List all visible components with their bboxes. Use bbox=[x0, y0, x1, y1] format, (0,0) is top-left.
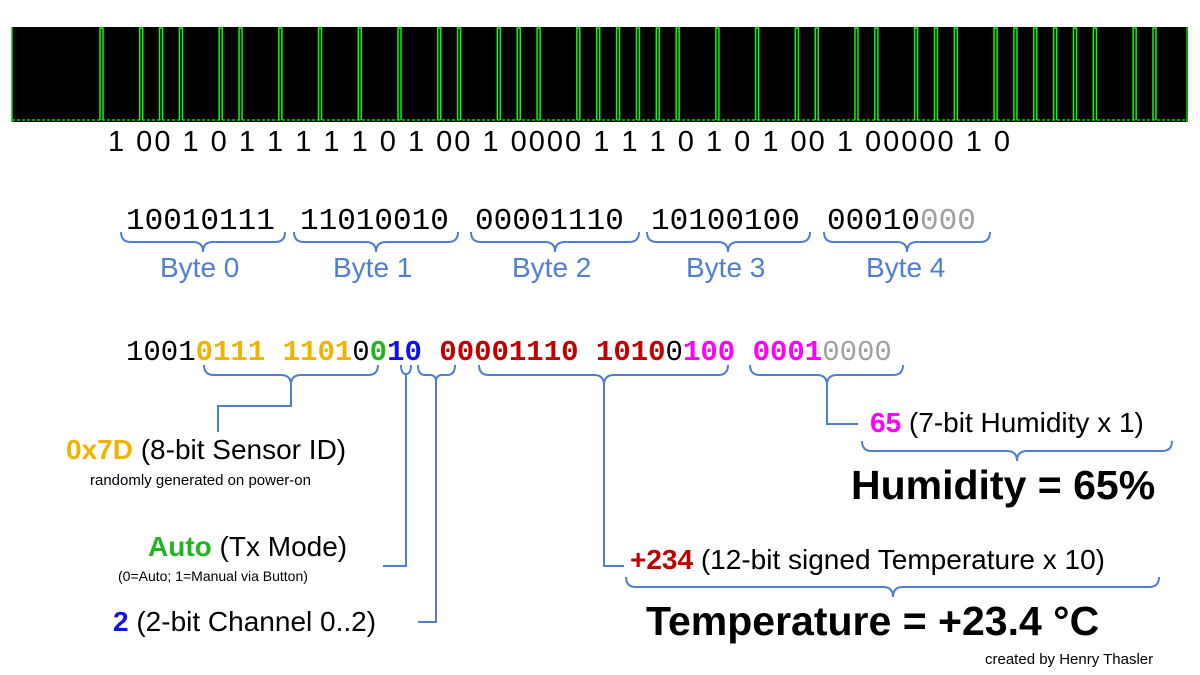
byte-4-label: Byte 4 bbox=[866, 252, 946, 283]
signal-pulse bbox=[1013, 27, 1018, 120]
temperature-desc: (12-bit signed Temperature x 10) bbox=[693, 544, 1105, 575]
bracket-lines bbox=[120, 231, 1173, 623]
signal-pulse bbox=[437, 27, 442, 120]
signal-pulse bbox=[874, 27, 879, 120]
temperature-label: +234 (12-bit signed Temperature x 10) bbox=[630, 544, 1105, 576]
humidity-connector bbox=[826, 385, 858, 425]
signal-pulse bbox=[397, 27, 402, 120]
signal-pulse bbox=[675, 27, 680, 120]
byte-4-bits-main: 00010 bbox=[827, 204, 921, 239]
sensor-id-label: 0x7D (8-bit Sensor ID) bbox=[66, 434, 346, 466]
byte-2-bits: 00001110 bbox=[475, 204, 624, 239]
tx-mode-value: Auto bbox=[148, 531, 212, 562]
tx-mode-note: (0=Auto; 1=Manual via Button) bbox=[118, 568, 308, 584]
byte-0-label: Byte 0 bbox=[160, 252, 240, 283]
sensor-id-note: randomly generated on power-on bbox=[90, 472, 311, 489]
signal-pulse bbox=[278, 27, 283, 120]
decoded-segment: 0000 bbox=[822, 336, 892, 369]
channel-value: 2 bbox=[113, 606, 129, 637]
humidity-result: Humidity = 65% bbox=[851, 462, 1156, 508]
signal-pulse bbox=[953, 27, 959, 120]
decoded-segment: 0 bbox=[665, 336, 683, 369]
signal-pulse bbox=[238, 27, 243, 120]
signal-pulse bbox=[1072, 27, 1078, 120]
tx-mode-label: Auto (Tx Mode) bbox=[148, 531, 347, 563]
sensor-id-value: 0x7D bbox=[66, 434, 133, 465]
decoded-segment bbox=[422, 336, 439, 369]
byte-0-bits: 10010111 bbox=[126, 204, 275, 239]
channel-label: 2 (2-bit Channel 0..2) bbox=[113, 606, 376, 638]
temperature-value: +234 bbox=[630, 544, 694, 575]
signal-pulses bbox=[99, 27, 1157, 120]
signal-pulse bbox=[1052, 27, 1058, 120]
tx-mode-desc: (Tx Mode) bbox=[211, 531, 348, 562]
byte-1-label: Byte 1 bbox=[333, 252, 413, 283]
decoded-segment: 1001 bbox=[126, 336, 196, 369]
signal-pulse bbox=[933, 27, 939, 120]
humidity-desc: (7-bit Humidity x 1) bbox=[901, 407, 1144, 438]
signal-pulse bbox=[854, 27, 859, 120]
signal-pulse bbox=[814, 27, 819, 120]
signal-pulse bbox=[1152, 27, 1157, 120]
signal-pulse bbox=[178, 27, 184, 120]
credit-text: created by Henry Thasler bbox=[985, 651, 1154, 668]
byte-2-brace bbox=[470, 231, 640, 253]
signal-pulse bbox=[516, 27, 521, 120]
tx-mode-connector bbox=[383, 374, 407, 567]
byte-3-brace bbox=[646, 231, 811, 253]
signal-pulse bbox=[138, 27, 144, 120]
signal-pulse bbox=[99, 27, 104, 120]
signal-pulse bbox=[655, 27, 661, 120]
signal-pulse bbox=[615, 27, 621, 120]
signal-waveform bbox=[11, 27, 1188, 122]
byte-3-label: Byte 3 bbox=[686, 252, 766, 283]
decoded-segment: 0111 1101 bbox=[195, 336, 353, 369]
signal-pulse bbox=[357, 27, 363, 120]
signal-pulse bbox=[158, 27, 164, 120]
signal-pulse bbox=[218, 27, 223, 120]
channel-connector bbox=[418, 382, 437, 623]
signal-pulse bbox=[456, 27, 462, 120]
sensor-id-desc: (8-bit Sensor ID) bbox=[132, 434, 347, 465]
signal-pulse bbox=[496, 27, 502, 120]
signal-pulse bbox=[1033, 27, 1038, 120]
decoded-segment: 0 bbox=[369, 336, 388, 369]
byte-4-bits-padding: 000 bbox=[920, 204, 976, 239]
signal-pulse bbox=[1132, 27, 1137, 120]
byte-3-bits: 10100100 bbox=[651, 204, 800, 239]
signal-pulse bbox=[635, 27, 641, 120]
byte-4-brace bbox=[823, 231, 991, 253]
signal-pulse bbox=[576, 27, 581, 120]
byte-1-brace bbox=[293, 231, 459, 253]
temperature-result: Temperature = +23.4 °C bbox=[646, 598, 1100, 644]
signal-pulse bbox=[317, 27, 323, 120]
sensor-id-connector bbox=[217, 385, 292, 432]
signal-pulse bbox=[536, 27, 541, 120]
signal-pulse bbox=[993, 27, 998, 120]
signal-pulse bbox=[1092, 27, 1098, 120]
bitstream-text: 1 00 1 0 1 1 1 1 1 0 1 00 1 0000 1 1 1 0… bbox=[108, 126, 1013, 158]
decoded-segment: 10 bbox=[387, 336, 422, 369]
byte-4-bits: 00010000 bbox=[827, 204, 976, 239]
byte-1-bits: 11010010 bbox=[300, 204, 449, 239]
signal-pulse bbox=[595, 27, 601, 120]
byte-0-brace bbox=[120, 231, 286, 253]
signal-pulse bbox=[715, 27, 720, 120]
humidity-label: 65 (7-bit Humidity x 1) bbox=[870, 407, 1144, 439]
decoded-segment: 0 bbox=[352, 336, 370, 369]
decoded-bits: 10010111 11010010 00001110 10100100 0001… bbox=[126, 336, 892, 369]
temperature-result-brace bbox=[625, 576, 1160, 598]
humidity-value: 65 bbox=[870, 407, 902, 438]
decoded-segment: 00001110 1010 bbox=[439, 336, 666, 369]
signal-pulse bbox=[913, 27, 919, 120]
signal-pulse bbox=[754, 27, 760, 120]
temperature-connector bbox=[603, 385, 624, 567]
decoded-segment: 100 0001 bbox=[682, 336, 823, 369]
humidity-result-brace bbox=[861, 440, 1173, 462]
channel-desc: (2-bit Channel 0..2) bbox=[128, 606, 377, 637]
signal-pulse bbox=[794, 27, 800, 120]
byte-2-label: Byte 2 bbox=[512, 252, 592, 283]
